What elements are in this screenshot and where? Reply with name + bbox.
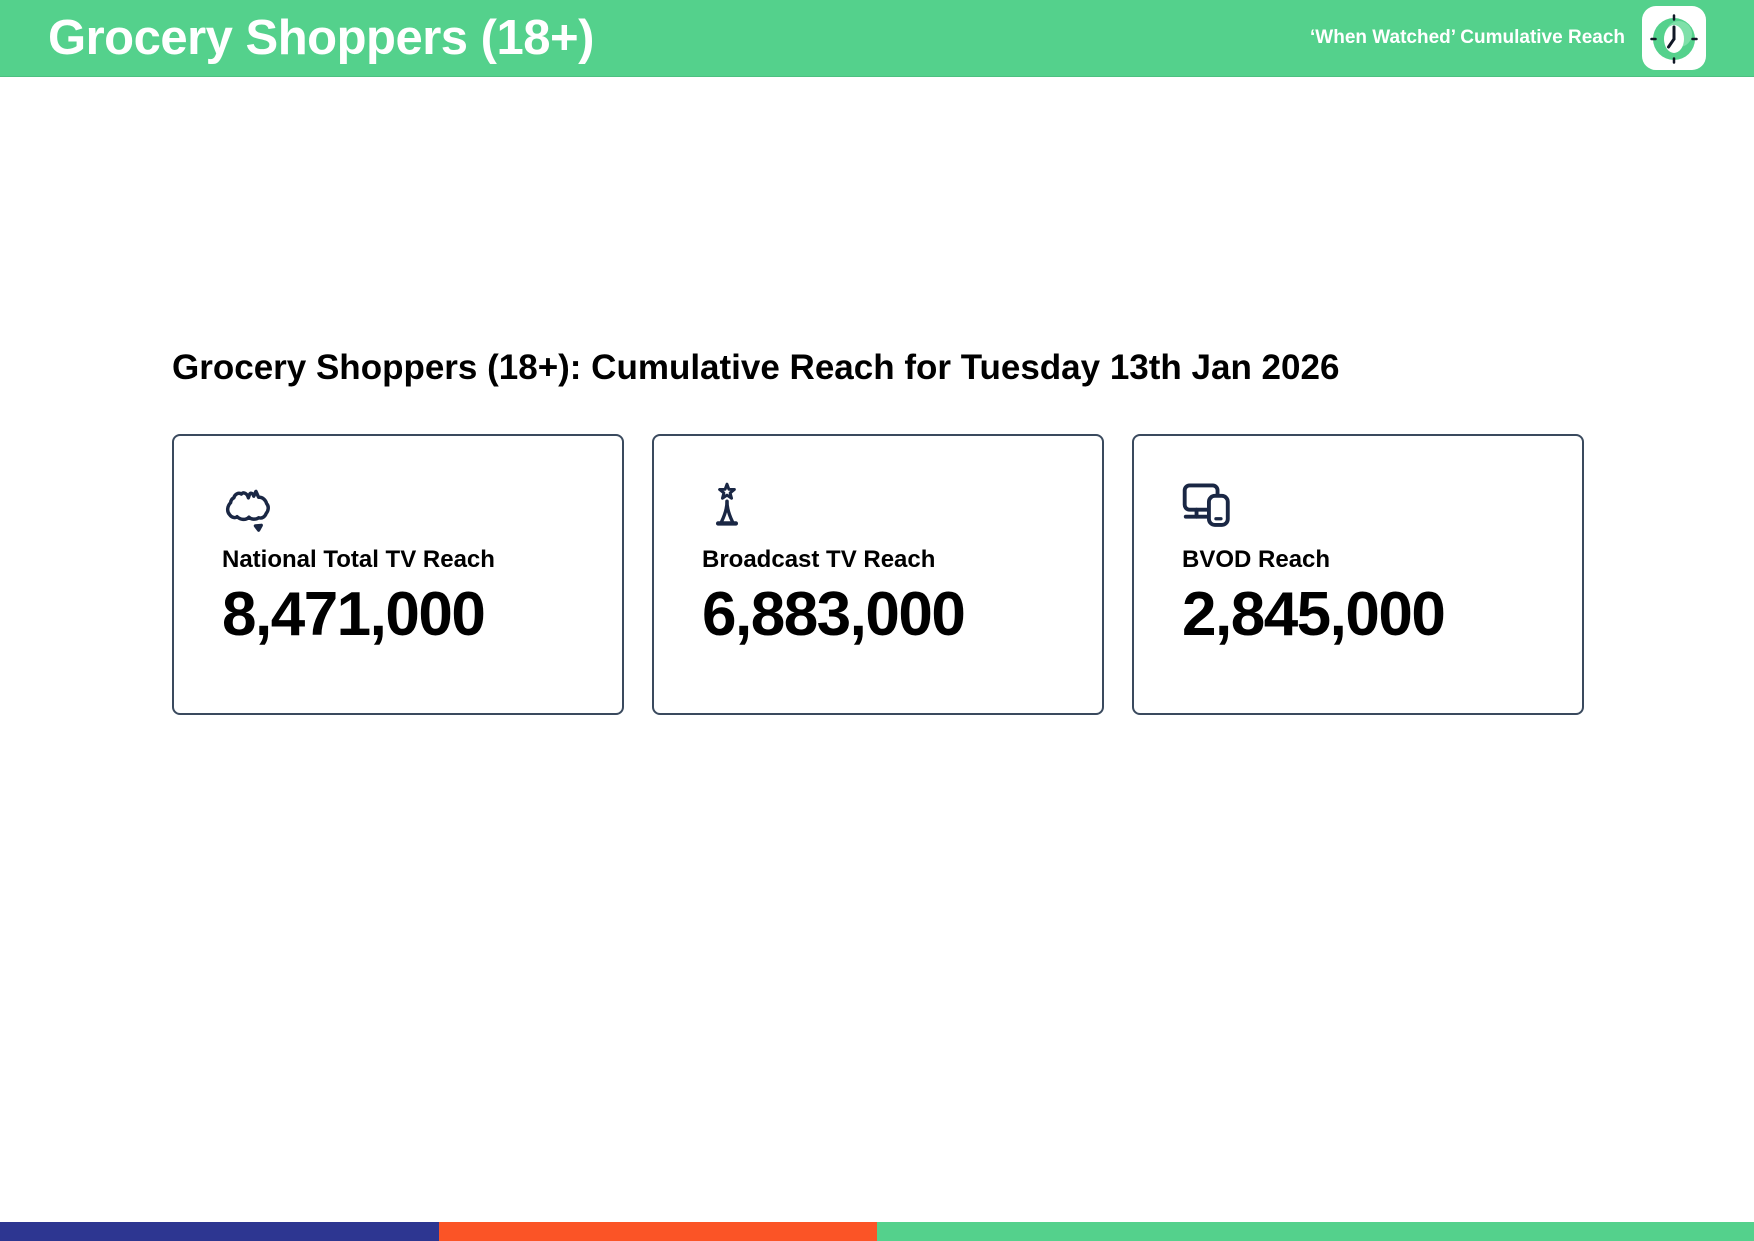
kpi-cards-row: National Total TV Reach 8,471,000 Broadc…: [172, 434, 1584, 715]
report-heading: Grocery Shoppers (18+): Cumulative Reach…: [172, 348, 1340, 388]
kpi-value: 8,471,000: [222, 579, 486, 649]
tv-and-device-icon: [1182, 481, 1554, 535]
kpi-value: 6,883,000: [702, 579, 966, 649]
footer-segment-orange: [439, 1222, 877, 1241]
header-right-group: ‘When Watched’ Cumulative Reach: [1310, 6, 1706, 70]
kpi-label: Broadcast TV Reach: [702, 546, 936, 573]
kpi-card-broadcast-tv: Broadcast TV Reach 6,883,000: [652, 434, 1104, 715]
kpi-card-bvod: BVOD Reach 2,845,000: [1132, 434, 1584, 715]
footer-color-bar: [0, 1222, 1754, 1241]
australia-map-icon: [222, 481, 594, 535]
kpi-label: BVOD Reach: [1182, 546, 1331, 573]
clock-app-icon[interactable]: [1642, 6, 1706, 70]
footer-segment-green: [876, 1222, 1754, 1241]
app-header: Grocery Shoppers (18+) ‘When Watched’ Cu…: [0, 0, 1754, 77]
kpi-value: 2,845,000: [1182, 579, 1446, 649]
page-title: Grocery Shoppers (18+): [48, 10, 594, 65]
footer-segment-navy: [0, 1222, 440, 1241]
kpi-label: National Total TV Reach: [222, 546, 495, 573]
report-mode-label: ‘When Watched’ Cumulative Reach: [1310, 27, 1625, 48]
kpi-card-national-total-tv: National Total TV Reach 8,471,000: [172, 434, 624, 715]
broadcast-tower-icon: [702, 481, 1074, 535]
